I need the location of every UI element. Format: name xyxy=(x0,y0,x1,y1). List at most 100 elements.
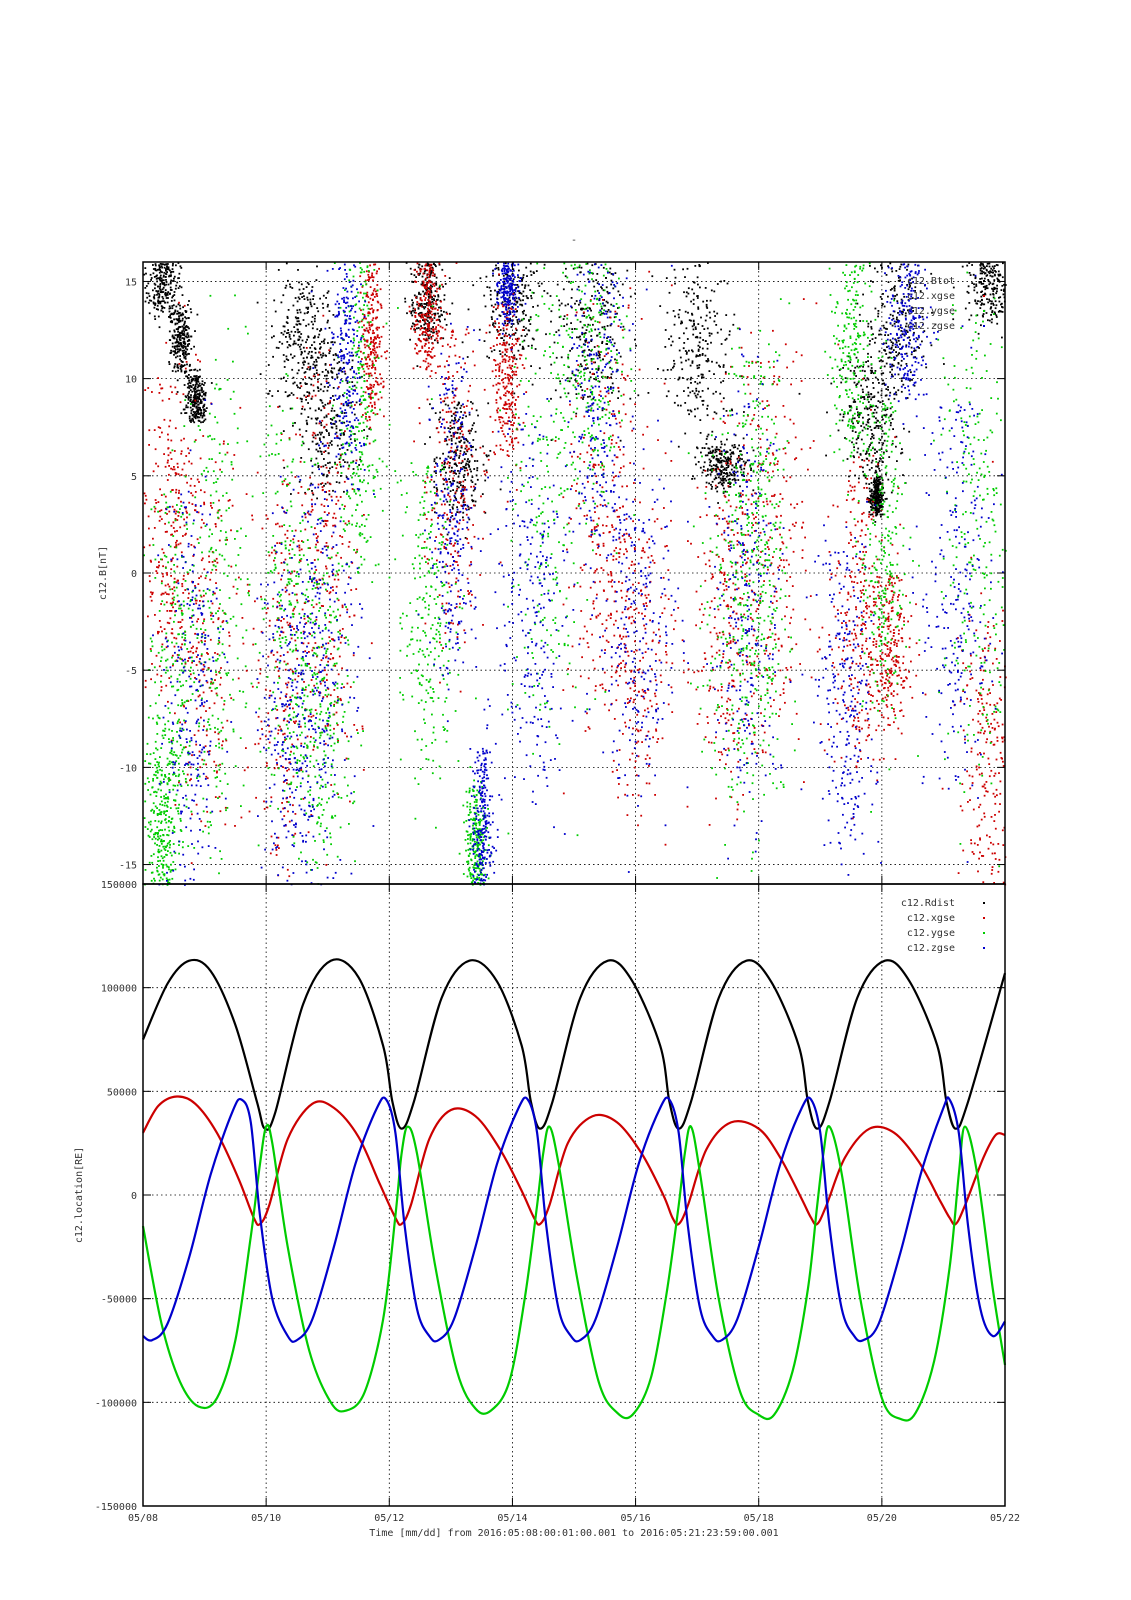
bfield-data-point xyxy=(998,274,1000,276)
bfield-data-point xyxy=(381,397,383,399)
bfield-data-point xyxy=(307,299,309,301)
bfield-data-point xyxy=(192,652,194,654)
bfield-data-point xyxy=(889,263,891,265)
bfield-data-point xyxy=(162,296,164,298)
bfield-data-point xyxy=(506,313,508,315)
bfield-data-point xyxy=(741,458,743,460)
bfield-data-point xyxy=(436,331,438,333)
bfield-data-point xyxy=(288,309,290,311)
bfield-data-point xyxy=(378,337,380,339)
bfield-data-point xyxy=(440,310,442,312)
bfield-data-point xyxy=(706,307,708,309)
bfield-data-point xyxy=(499,314,501,316)
bfield-data-point xyxy=(330,341,332,343)
bfield-data-point xyxy=(339,630,341,632)
bfield-data-point xyxy=(879,425,881,427)
bfield-data-point xyxy=(315,410,317,412)
bfield-data-point xyxy=(327,386,329,388)
bfield-data-point xyxy=(500,489,502,491)
bfield-data-point xyxy=(297,372,299,374)
bfield-data-point xyxy=(191,662,193,664)
bfield-data-point xyxy=(293,305,295,307)
bfield-data-point xyxy=(560,396,562,398)
bfield-data-point xyxy=(866,407,868,409)
bfield-data-point xyxy=(189,382,191,384)
bfield-data-point xyxy=(269,690,271,692)
bfield-data-point xyxy=(610,304,612,306)
bfield-data-point xyxy=(370,298,372,300)
bfield-data-point xyxy=(579,302,581,304)
bfield-data-point xyxy=(460,407,462,409)
bfield-data-point xyxy=(173,294,175,296)
bfield-data-point xyxy=(188,317,190,319)
bfield-data-point xyxy=(374,372,376,374)
bfield-data-point xyxy=(469,414,471,416)
bfield-data-point xyxy=(519,321,521,323)
bfield-data-point xyxy=(199,413,201,415)
bfield-data-point xyxy=(361,320,363,322)
bfield-data-point xyxy=(304,313,306,315)
bfield-data-point xyxy=(429,436,431,438)
bfield-data-point xyxy=(465,415,467,417)
bfield-data-point xyxy=(449,313,451,315)
bfield-data-point xyxy=(166,281,168,283)
bfield-data-point xyxy=(554,342,556,344)
bfield-data-point xyxy=(731,410,733,412)
bfield-data-point xyxy=(192,495,194,497)
bfield-data-point xyxy=(209,707,211,709)
bfield-data-point xyxy=(362,728,364,730)
bfield-data-point xyxy=(434,317,436,319)
bfield-data-point xyxy=(532,306,534,308)
bfield-data-point xyxy=(879,401,881,403)
bfield-data-point xyxy=(159,294,161,296)
bfield-data-point xyxy=(896,317,898,319)
bfield-data-point xyxy=(433,322,435,324)
bfield-data-point xyxy=(198,642,200,644)
bfield-data-point xyxy=(196,664,198,666)
bfield-data-point xyxy=(432,347,434,349)
bfield-data-point xyxy=(328,349,330,351)
bfield-data-point xyxy=(185,336,187,338)
bfield-data-point xyxy=(210,615,212,617)
bfield-data-point xyxy=(561,303,563,305)
bfield-data-point xyxy=(414,295,416,297)
bfield-data-point xyxy=(518,270,520,272)
bfield-data-point xyxy=(877,492,879,494)
bfield-data-point xyxy=(707,436,709,438)
bfield-data-point xyxy=(612,288,614,290)
bfield-data-point xyxy=(462,417,464,419)
bfield-data-point xyxy=(721,451,723,453)
bfield-data-point xyxy=(884,366,886,368)
bfield-data-point xyxy=(217,653,219,655)
bfield-data-point xyxy=(220,810,222,812)
bfield-data-point xyxy=(171,321,173,323)
bfield-data-point xyxy=(318,407,320,409)
bfield-data-point xyxy=(551,310,553,312)
bfield-data-point xyxy=(592,324,594,326)
bfield-data-point xyxy=(326,378,328,380)
bfield-data-point xyxy=(875,480,877,482)
bfield-data-point xyxy=(362,333,364,335)
bfield-data-point xyxy=(201,387,203,389)
bfield-data-point xyxy=(288,875,290,877)
bfield-data-point xyxy=(179,363,181,365)
bfield-data-point xyxy=(892,342,894,344)
bfield-data-point xyxy=(526,295,528,297)
bfield-data-point xyxy=(276,854,278,856)
bfield-data-point xyxy=(521,335,523,337)
bfield-data-point xyxy=(979,301,981,303)
bfield-data-point xyxy=(889,392,891,394)
bfield-data-point xyxy=(486,470,488,472)
bfield-data-point xyxy=(165,289,167,291)
bfield-data-point xyxy=(432,275,434,277)
bfield-data-point xyxy=(488,357,490,359)
bfield-data-point xyxy=(327,442,329,444)
bfield-data-point xyxy=(159,392,161,394)
bfield-data-point xyxy=(178,277,180,279)
bfield-data-point xyxy=(177,466,179,468)
bfield-data-point xyxy=(299,550,301,552)
bfield-data-point xyxy=(179,358,181,360)
bfield-data-point xyxy=(215,461,217,463)
bfield-data-point xyxy=(300,344,302,346)
bfield-data-point xyxy=(208,561,210,563)
